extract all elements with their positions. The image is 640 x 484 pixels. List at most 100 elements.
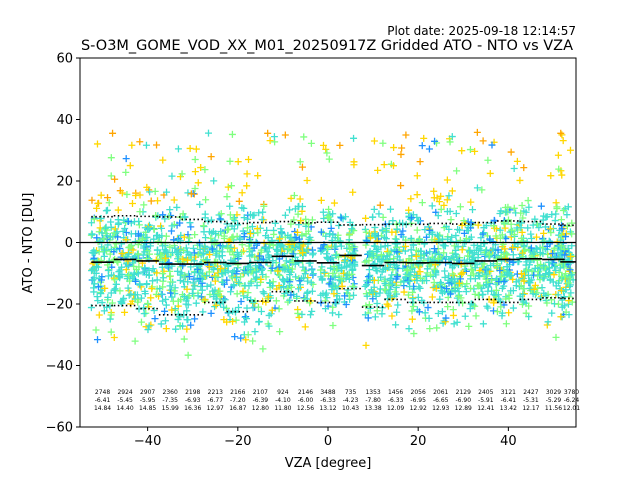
data-point	[365, 257, 373, 265]
data-point	[167, 278, 175, 286]
data-point	[223, 276, 231, 284]
data-point	[118, 263, 126, 271]
data-point	[239, 287, 247, 295]
data-point	[118, 250, 126, 258]
data-point	[467, 265, 475, 273]
data-point	[509, 287, 517, 295]
data-point	[363, 292, 371, 300]
data-point	[430, 187, 438, 195]
data-point	[180, 293, 188, 301]
data-point	[218, 269, 226, 277]
bin-mean-label: -6.00	[298, 397, 314, 404]
data-point	[263, 226, 271, 234]
data-point	[183, 285, 191, 293]
data-point	[568, 242, 576, 250]
data-point	[335, 311, 343, 319]
data-point	[448, 233, 456, 241]
data-point	[211, 272, 219, 280]
data-point	[225, 309, 233, 317]
data-point	[196, 200, 204, 208]
bin-std-label: 13.12	[319, 405, 336, 412]
data-point	[145, 322, 153, 330]
data-point	[432, 285, 440, 293]
data-point	[531, 264, 539, 272]
data-point	[447, 216, 455, 224]
data-point	[501, 245, 509, 253]
data-point	[224, 183, 232, 191]
data-point	[91, 280, 99, 288]
data-point	[418, 296, 426, 304]
data-point	[101, 246, 109, 254]
data-point	[122, 168, 130, 176]
bin-count-label: 2056	[411, 389, 426, 396]
data-point	[214, 290, 222, 298]
data-point	[370, 137, 378, 145]
data-point	[452, 238, 460, 246]
data-point	[93, 140, 101, 148]
data-point	[413, 272, 421, 280]
data-point	[494, 291, 502, 299]
data-point	[192, 145, 200, 153]
data-point	[505, 309, 513, 317]
data-point	[330, 258, 338, 266]
data-point	[199, 249, 207, 257]
data-point	[166, 267, 174, 275]
data-point	[430, 194, 438, 202]
data-point	[329, 282, 337, 290]
data-point	[486, 250, 493, 258]
data-point	[247, 266, 255, 274]
data-point	[218, 252, 226, 260]
data-point	[389, 217, 397, 225]
data-point	[205, 263, 213, 271]
data-point	[170, 287, 178, 295]
data-point	[446, 138, 454, 146]
data-point	[460, 229, 468, 237]
data-point	[413, 191, 421, 199]
data-point	[392, 321, 400, 329]
data-point	[383, 252, 391, 260]
data-point	[397, 150, 405, 158]
data-point	[304, 240, 312, 248]
data-point	[135, 263, 143, 271]
data-point	[142, 141, 150, 149]
data-point	[365, 266, 373, 274]
data-point	[482, 270, 490, 278]
data-point	[228, 130, 236, 138]
data-point	[483, 302, 491, 310]
data-point	[404, 291, 412, 299]
data-point	[220, 295, 228, 303]
data-point	[197, 164, 205, 172]
data-point	[136, 208, 144, 216]
data-point	[292, 273, 300, 281]
data-point	[276, 328, 284, 336]
bin-mean-label: -5.91	[478, 397, 494, 404]
data-point	[106, 315, 114, 323]
data-point	[122, 155, 130, 163]
data-point	[405, 277, 413, 285]
data-point	[407, 195, 415, 203]
data-point	[550, 246, 558, 254]
data-point	[309, 249, 317, 257]
data-point	[317, 266, 325, 274]
data-point	[248, 223, 256, 231]
data-point	[187, 223, 195, 231]
data-point	[250, 211, 258, 219]
data-point	[365, 250, 373, 258]
plot-date-label: Plot date: 2025-09-18 12:14:57	[387, 24, 576, 38]
data-point	[262, 298, 270, 306]
data-point	[159, 274, 167, 282]
bin-std-label: 14.84	[94, 405, 111, 412]
data-point	[162, 247, 170, 255]
data-point	[161, 307, 169, 315]
data-point	[465, 322, 473, 330]
data-point	[376, 201, 384, 209]
data-point	[308, 307, 316, 315]
data-point	[226, 157, 234, 165]
data-point	[296, 158, 304, 166]
data-point	[290, 192, 298, 200]
data-point	[342, 263, 350, 271]
data-point	[381, 285, 389, 293]
data-point	[110, 286, 118, 294]
data-point	[421, 309, 429, 317]
data-point	[162, 295, 170, 303]
